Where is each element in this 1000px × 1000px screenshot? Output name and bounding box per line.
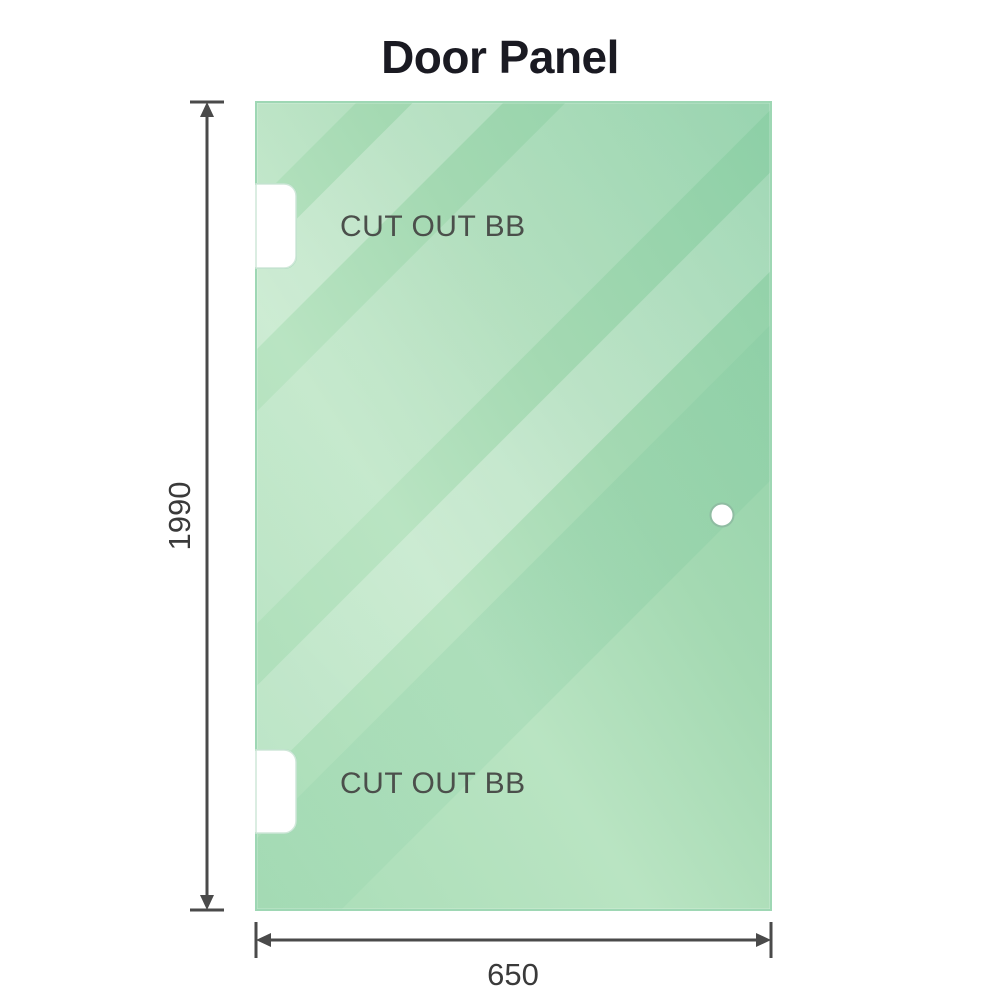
height-dimension-label: 1990 bbox=[162, 482, 197, 551]
height-dimension: 1990 bbox=[162, 100, 224, 912]
cut-out-bottom: CUT OUT BB bbox=[255, 749, 526, 834]
cut-out-bottom-shape bbox=[255, 749, 297, 834]
height-arrow-up-icon bbox=[200, 102, 214, 117]
cut-out-bottom-label: CUT OUT BB bbox=[340, 767, 526, 800]
cut-out-top-label: CUT OUT BB bbox=[340, 210, 526, 243]
width-arrow-left-icon bbox=[256, 933, 271, 947]
handle-hole bbox=[709, 502, 735, 528]
cut-out-top-shape bbox=[255, 183, 297, 269]
width-arrow-right-icon bbox=[756, 933, 771, 947]
width-dimension: 650 bbox=[254, 922, 773, 992]
page-title: Door Panel bbox=[381, 31, 619, 83]
cut-out-top: CUT OUT BB bbox=[255, 183, 526, 269]
width-dimension-label: 650 bbox=[487, 957, 539, 992]
height-arrow-down-icon bbox=[200, 895, 214, 910]
